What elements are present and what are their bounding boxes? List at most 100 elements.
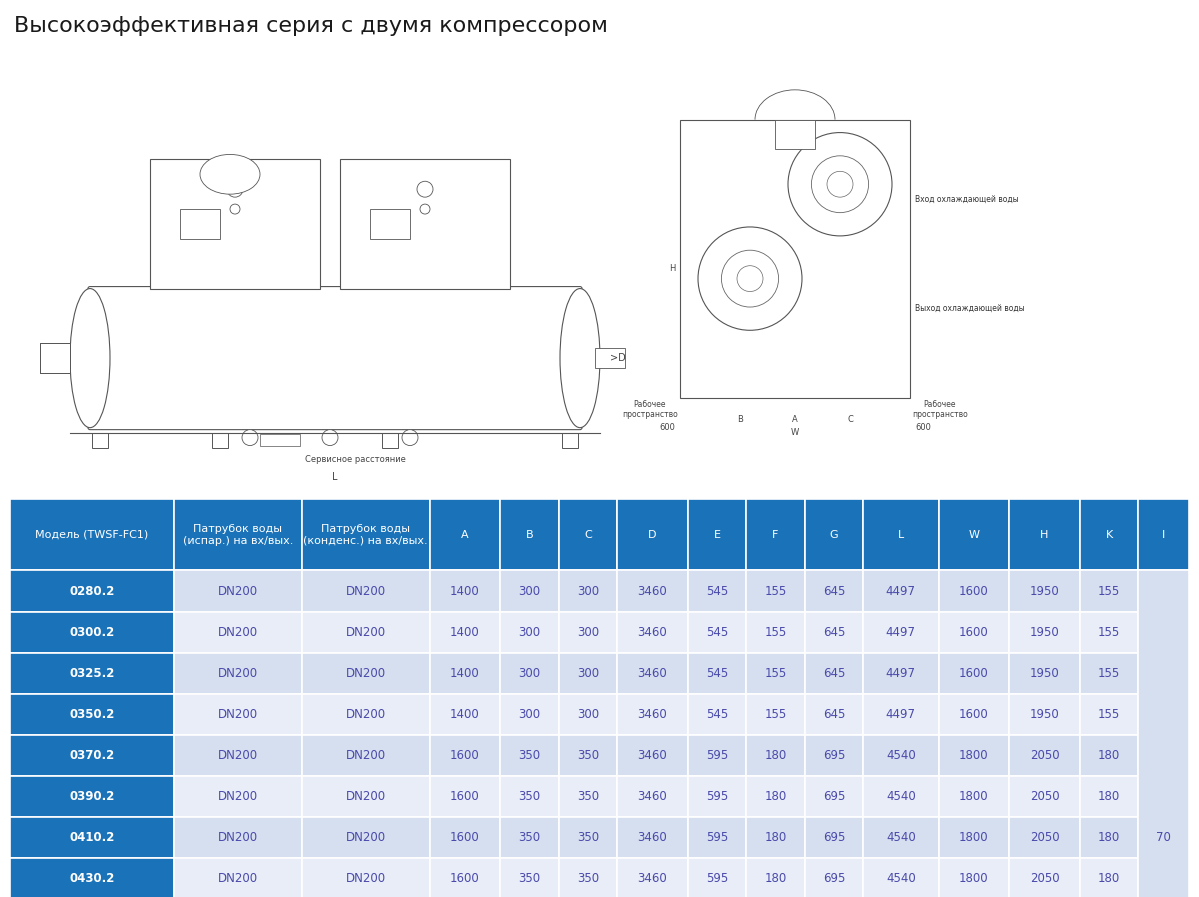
Bar <box>559 499 617 570</box>
Text: 695: 695 <box>823 872 845 885</box>
Text: 4540: 4540 <box>886 749 916 762</box>
Bar <box>746 776 805 817</box>
Bar <box>302 499 429 570</box>
Bar <box>1010 776 1080 817</box>
Text: 4540: 4540 <box>886 872 916 885</box>
Bar <box>302 776 429 817</box>
Text: 350: 350 <box>518 872 541 885</box>
Bar <box>939 735 1010 776</box>
Bar <box>559 735 617 776</box>
Text: E: E <box>713 530 721 540</box>
Bar <box>688 817 746 858</box>
Text: D: D <box>649 530 657 540</box>
Text: 1600: 1600 <box>450 872 480 885</box>
Bar <box>1080 612 1138 653</box>
Bar <box>805 693 863 735</box>
Bar <box>1080 693 1138 735</box>
Bar <box>174 735 302 776</box>
Bar <box>500 693 559 735</box>
Text: 600: 600 <box>659 423 675 432</box>
Bar <box>746 817 805 858</box>
Text: 0280.2: 0280.2 <box>70 585 114 597</box>
Bar <box>1080 653 1138 693</box>
Circle shape <box>812 156 868 213</box>
Text: 180: 180 <box>764 749 787 762</box>
Text: 4497: 4497 <box>886 666 916 680</box>
Bar <box>500 858 559 897</box>
FancyBboxPatch shape <box>88 286 582 430</box>
Text: 300: 300 <box>577 666 600 680</box>
Circle shape <box>402 430 418 446</box>
Bar <box>10 735 174 776</box>
Bar <box>370 209 410 239</box>
Text: Патрубок воды
(конденс.) на вх/вых.: Патрубок воды (конденс.) на вх/вых. <box>303 524 428 545</box>
Text: L: L <box>898 530 904 540</box>
Text: Модель (TWSF-FC1): Модель (TWSF-FC1) <box>35 530 149 540</box>
Bar <box>617 499 688 570</box>
Bar <box>939 499 1010 570</box>
Bar <box>746 499 805 570</box>
Bar <box>429 612 500 653</box>
Bar <box>174 776 302 817</box>
Bar <box>302 570 429 612</box>
Bar <box>688 776 746 817</box>
Circle shape <box>827 171 852 197</box>
Text: DN200: DN200 <box>345 708 386 720</box>
Bar <box>10 499 174 570</box>
Bar <box>805 653 863 693</box>
Text: 1800: 1800 <box>959 831 989 844</box>
Bar <box>746 735 805 776</box>
Bar <box>746 693 805 735</box>
Text: W: W <box>791 428 799 437</box>
Bar <box>1010 693 1080 735</box>
Text: 0325.2: 0325.2 <box>70 666 114 680</box>
Bar <box>688 612 746 653</box>
Bar <box>939 776 1010 817</box>
Text: 645: 645 <box>823 625 845 639</box>
Text: 1800: 1800 <box>959 790 989 803</box>
Text: 0370.2: 0370.2 <box>70 749 114 762</box>
Circle shape <box>698 227 802 330</box>
Text: Патрубок воды
(испар.) на вх/вых.: Патрубок воды (испар.) на вх/вых. <box>182 524 293 545</box>
Text: 545: 545 <box>706 708 728 720</box>
Bar <box>1138 570 1189 897</box>
Bar <box>559 612 617 653</box>
Text: 350: 350 <box>518 749 541 762</box>
Text: 300: 300 <box>518 625 541 639</box>
Bar <box>500 612 559 653</box>
Bar <box>174 653 302 693</box>
Text: 1800: 1800 <box>959 749 989 762</box>
Text: 70: 70 <box>1156 831 1171 844</box>
Text: DN200: DN200 <box>218 872 258 885</box>
Text: 3460: 3460 <box>638 585 668 597</box>
Text: 645: 645 <box>823 666 845 680</box>
Text: 300: 300 <box>577 625 600 639</box>
Text: 0300.2: 0300.2 <box>70 625 114 639</box>
Circle shape <box>722 250 778 307</box>
Bar <box>559 653 617 693</box>
Bar <box>617 817 688 858</box>
Text: 1600: 1600 <box>959 708 989 720</box>
Bar <box>10 817 174 858</box>
Bar <box>688 570 746 612</box>
Text: 180: 180 <box>764 831 787 844</box>
Bar <box>939 817 1010 858</box>
Circle shape <box>242 430 258 446</box>
Bar <box>1010 612 1080 653</box>
Bar <box>1010 570 1080 612</box>
Text: Сервисное расстояние: Сервисное расстояние <box>305 456 405 465</box>
Bar <box>10 653 174 693</box>
Bar <box>617 570 688 612</box>
Bar <box>1080 776 1138 817</box>
Text: 180: 180 <box>1098 749 1120 762</box>
Bar <box>382 432 398 448</box>
Text: 695: 695 <box>823 790 845 803</box>
Text: 180: 180 <box>1098 790 1120 803</box>
Bar <box>863 693 939 735</box>
Text: 350: 350 <box>577 790 600 803</box>
Text: DN200: DN200 <box>345 585 386 597</box>
Text: 645: 645 <box>823 585 845 597</box>
Bar <box>617 776 688 817</box>
Text: W: W <box>969 530 980 540</box>
Text: 3460: 3460 <box>638 625 668 639</box>
